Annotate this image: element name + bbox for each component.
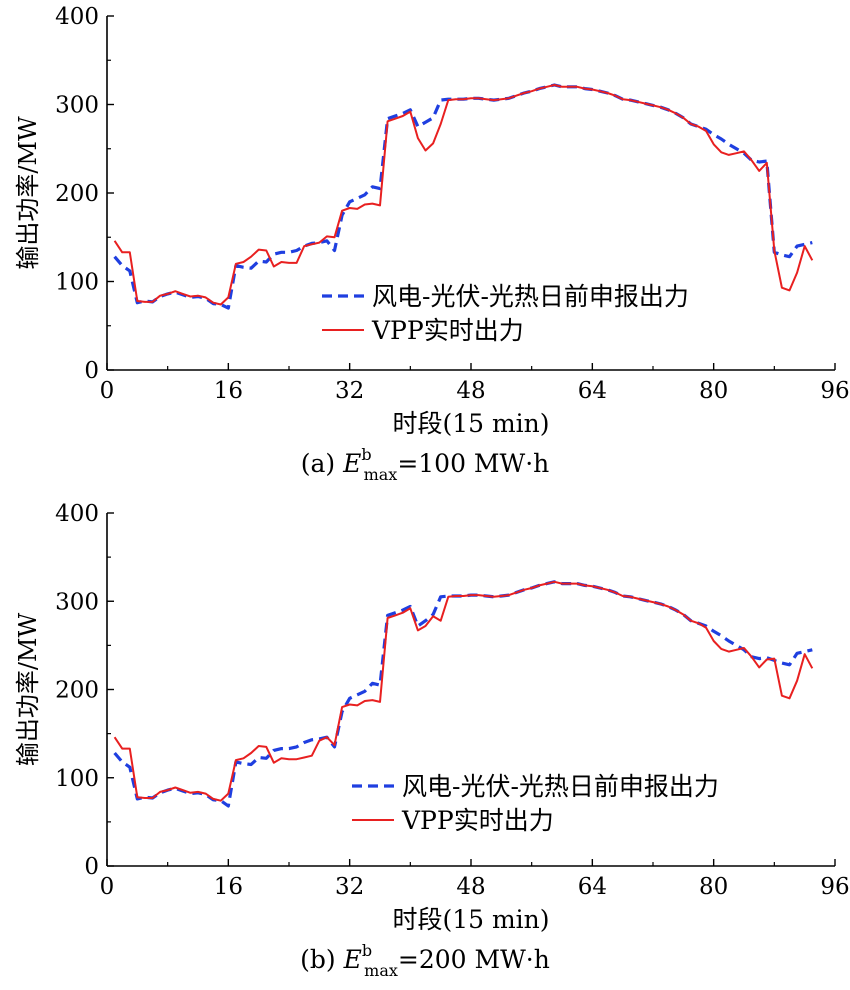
legend-label: 风电-光伏-光热日前申报出力: [372, 282, 689, 311]
caption-superscript: b: [362, 941, 372, 960]
caption-subscript: max: [364, 961, 398, 980]
series-line-vpp: [113, 84, 814, 306]
x-axis-label: 时段(15 min): [392, 409, 549, 438]
legend: 风电-光伏-光热日前申报出力 VPP实时出力: [322, 282, 689, 345]
caption-symbol: E: [343, 945, 362, 974]
y-axis-label: 输出功率/MW: [14, 613, 42, 767]
x-tick-label: 32: [335, 874, 364, 900]
x-tick-label: 32: [335, 378, 364, 404]
chart-panel-b: 0 16 32 48 64 80 96 0 100 200 300 400 输出功率/MW 时段(15 m…: [14, 501, 850, 980]
legend-label: VPP实时出力: [371, 316, 524, 345]
x-tick-label: 0: [100, 874, 115, 900]
chart-panel-a: 0 16 32 48 64 80 96 0 100 200 300 400 输出功率/MW 时段(15 m…: [14, 4, 850, 484]
y-tick-label: 200: [55, 181, 99, 207]
caption-superscript: b: [361, 445, 371, 464]
y-axis-label: 输出功率/MW: [14, 116, 42, 270]
x-tick-label: 80: [699, 378, 728, 404]
y-tick-label: 100: [55, 270, 99, 296]
y-tick-label: 300: [55, 589, 99, 615]
y-tick-label: 100: [55, 766, 99, 792]
series-line-forecast: [113, 580, 813, 808]
x-tick-label: 80: [699, 874, 728, 900]
legend: 风电-光伏-光热日前申报出力 VPP实时出力: [352, 772, 719, 835]
x-tick-label: 16: [214, 874, 243, 900]
y-tick-label: 0: [84, 358, 99, 384]
x-tick-label: 96: [820, 378, 849, 404]
series-line-forecast: [113, 83, 813, 310]
panel-caption: (a) Eb max=100 MW·h: [301, 445, 550, 484]
x-tick-label: 64: [578, 874, 607, 900]
x-tick-label: 96: [820, 874, 849, 900]
y-tick-label: 200: [55, 678, 99, 704]
panel-caption: (b) Eb max=200 MW·h: [300, 941, 550, 980]
x-tick-label: 48: [456, 874, 485, 900]
series-line-vpp: [113, 580, 814, 802]
y-tick-label: 300: [55, 93, 99, 119]
caption-value: =200 MW·h: [398, 945, 550, 974]
x-axis-label: 时段(15 min): [392, 905, 549, 934]
legend-label: 风电-光伏-光热日前申报出力: [402, 772, 719, 801]
caption-subscript: max: [364, 465, 398, 484]
y-tick-label: 0: [84, 854, 99, 880]
caption-prefix: (a): [301, 449, 343, 478]
caption-prefix: (b): [300, 945, 343, 974]
y-tick-label: 400: [55, 4, 99, 30]
caption-symbol: E: [342, 449, 361, 478]
x-tick-label: 48: [456, 378, 485, 404]
y-tick-label: 400: [55, 501, 99, 527]
legend-label: VPP实时出力: [401, 806, 554, 835]
x-tick-label: 64: [578, 378, 607, 404]
caption-value: =100 MW·h: [397, 449, 549, 478]
x-tick-label: 0: [100, 378, 115, 404]
x-tick-label: 16: [214, 378, 243, 404]
